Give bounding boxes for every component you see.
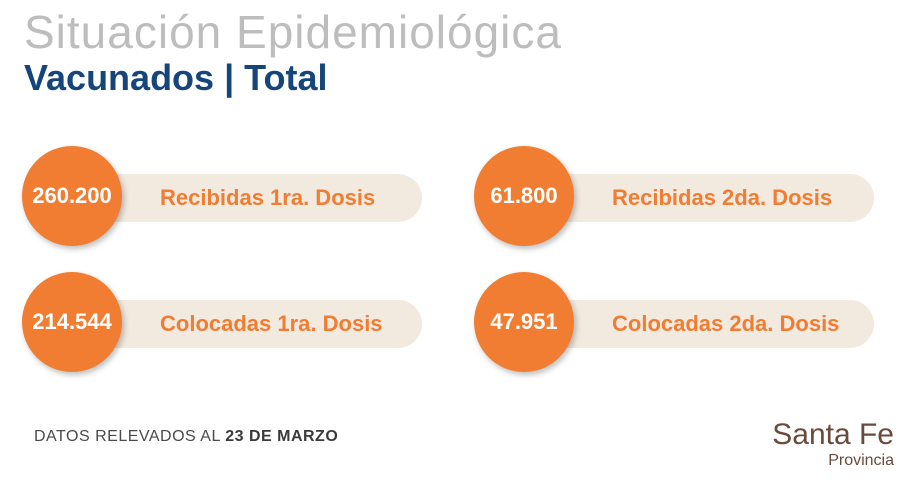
stat-value: 214.544 bbox=[32, 309, 112, 334]
stat-recibidas-2da: Recibidas 2da. Dosis 61.800 bbox=[474, 146, 884, 246]
stat-label: Recibidas 1ra. Dosis bbox=[160, 185, 376, 210]
stat-circle: 61.800 bbox=[474, 146, 574, 246]
data-date-prefix: DATOS RELEVADOS AL bbox=[34, 428, 226, 445]
stat-circle: 214.544 bbox=[22, 272, 122, 372]
stat-value: 61.800 bbox=[490, 183, 558, 208]
stat-colocadas-2da: Colocadas 2da. Dosis 47.951 bbox=[474, 272, 884, 372]
stat-pill: Colocadas 1ra. Dosis bbox=[62, 300, 422, 348]
data-date: 23 DE MARZO bbox=[225, 428, 339, 445]
stat-label: Recibidas 2da. Dosis bbox=[612, 185, 833, 210]
stat-recibidas-1ra: Recibidas 1ra. Dosis 260.200 bbox=[22, 146, 432, 246]
stat-label: Colocadas 1ra. Dosis bbox=[160, 311, 383, 336]
stat-circle: 47.951 bbox=[474, 272, 574, 372]
page-title: Situación Epidemiológica bbox=[24, 6, 562, 58]
stat-pill: Recibidas 2da. Dosis bbox=[514, 174, 874, 222]
stat-value: 47.951 bbox=[490, 309, 558, 334]
stat-circle: 260.200 bbox=[22, 146, 122, 246]
stat-colocadas-1ra: Colocadas 1ra. Dosis 214.544 bbox=[22, 272, 432, 372]
data-date-note: DATOS RELEVADOS AL 23 DE MARZO bbox=[34, 428, 338, 446]
stat-pill: Colocadas 2da. Dosis bbox=[514, 300, 874, 348]
brand-sub: Provincia bbox=[828, 452, 894, 469]
brand-name: Santa Fe bbox=[772, 418, 894, 451]
stat-pill: Recibidas 1ra. Dosis bbox=[62, 174, 422, 222]
stat-label: Colocadas 2da. Dosis bbox=[612, 311, 840, 336]
brand-logo: Santa Fe Provincia bbox=[772, 418, 894, 470]
page-subtitle: Vacunados | Total bbox=[24, 57, 328, 98]
stat-value: 260.200 bbox=[32, 183, 112, 208]
